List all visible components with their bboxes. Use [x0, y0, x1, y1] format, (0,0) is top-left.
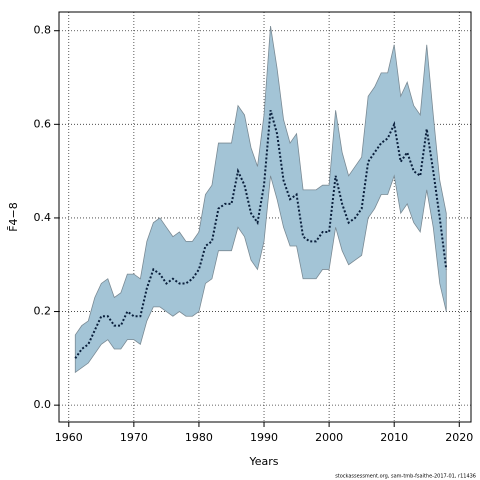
- y-axis-label: F̄4−8: [7, 202, 20, 232]
- x-tick-label: 1980: [185, 431, 213, 444]
- x-tick-label: 2000: [315, 431, 343, 444]
- x-tick-label: 1970: [120, 431, 148, 444]
- x-axis-label: Years: [248, 455, 278, 468]
- x-tick-label: 1990: [250, 431, 278, 444]
- y-tick-label: 0.2: [34, 305, 52, 318]
- x-tick-label: 2020: [445, 431, 473, 444]
- y-tick-label: 0.4: [34, 211, 52, 224]
- confidence-band: [74, 25, 447, 374]
- footnote: stockassessment.org, sam-tmb-fsaithe-201…: [335, 474, 476, 480]
- y-tick-label: 0.6: [34, 117, 52, 130]
- x-tick-label: 2010: [380, 431, 408, 444]
- plot-frame: [58, 11, 472, 423]
- x-tick-label: 1960: [55, 431, 83, 444]
- y-tick-label: 0.0: [34, 398, 52, 411]
- y-tick-label: 0.8: [34, 24, 52, 37]
- mean-line: [74, 110, 448, 359]
